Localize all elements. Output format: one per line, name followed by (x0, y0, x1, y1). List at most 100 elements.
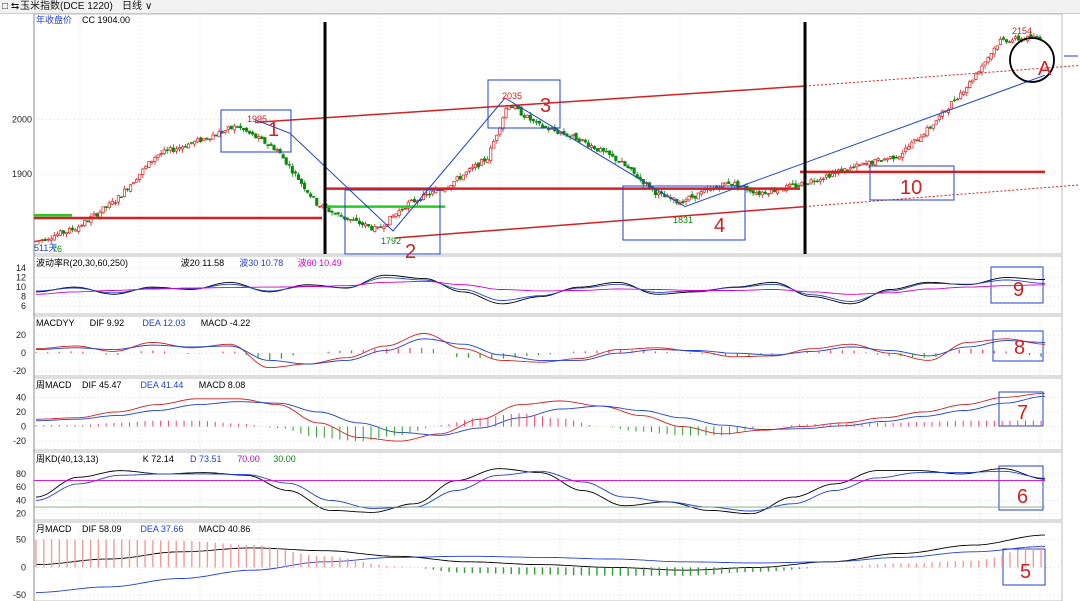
candle (248, 130, 252, 135)
candle (77, 224, 81, 234)
candle (998, 36, 1002, 46)
candle (55, 231, 59, 238)
candle (559, 132, 563, 136)
candle (489, 144, 493, 164)
panel-header-v2: D 73.51 (190, 454, 222, 464)
panel-header-v1: DIF 45.47 (82, 380, 122, 390)
candle (486, 156, 490, 163)
y-tick-label: 20 (16, 330, 26, 340)
candle (586, 139, 590, 149)
candle (391, 213, 395, 218)
candle (211, 131, 215, 140)
candle (797, 182, 801, 188)
candle (80, 223, 84, 228)
candle (888, 156, 893, 160)
wave-box (869, 165, 955, 201)
panel-header-v1: 波20 11.58 (181, 257, 224, 268)
candle (537, 120, 542, 127)
candle (235, 125, 239, 128)
candle (217, 128, 221, 138)
candle (254, 133, 258, 139)
menu-icon[interactable]: □ ⇆ (2, 1, 20, 12)
candle (562, 128, 566, 137)
candle (138, 173, 142, 183)
series-line (36, 338, 1046, 365)
series-line (35, 280, 1045, 295)
candle (901, 149, 905, 162)
panel-frame-p4 (33, 451, 1063, 521)
candle (241, 127, 246, 133)
candle (992, 46, 996, 58)
candle (119, 196, 123, 198)
candle (858, 163, 862, 167)
candle (483, 156, 487, 165)
candle (309, 191, 313, 199)
candle (257, 133, 261, 142)
candle (821, 177, 825, 183)
candle (495, 134, 499, 144)
main-indicator-name: 年收盘价 (36, 14, 72, 25)
candle (681, 198, 685, 204)
candle (382, 224, 386, 232)
candle (919, 133, 923, 142)
candle (74, 228, 78, 232)
series-line (36, 534, 1045, 571)
candle (980, 62, 984, 76)
candle (190, 142, 194, 145)
series-line (36, 392, 1046, 442)
candle (351, 216, 355, 221)
panel-header-v2: DEA 37.66 (140, 524, 183, 534)
candle (873, 158, 877, 167)
candle (632, 167, 636, 176)
panel-header-v2: 波30 10.78 (239, 257, 283, 268)
peak-circle (1009, 37, 1055, 83)
candle (571, 134, 575, 139)
candle (885, 157, 889, 163)
trough-value-label: 76 (52, 244, 62, 254)
panel-header-v3: MACD -4.22 (201, 318, 251, 328)
candle (229, 125, 233, 130)
candle (275, 147, 279, 152)
candle (812, 178, 816, 186)
candle (1014, 34, 1018, 41)
candle (403, 207, 407, 211)
candle (293, 169, 297, 177)
candle (464, 171, 468, 178)
candle (995, 45, 999, 52)
y-tick-label: 20 (16, 407, 26, 417)
period-dropdown-icon[interactable]: ∨ (145, 1, 153, 12)
period-label[interactable]: 日线 (122, 1, 142, 12)
trough-value-label: 1831 (673, 215, 693, 225)
candle (611, 150, 615, 158)
candle (620, 157, 624, 163)
candle (208, 138, 212, 143)
candle (129, 183, 133, 193)
candle (95, 212, 99, 218)
candle (690, 190, 694, 200)
candle (165, 146, 169, 154)
panel-box (998, 391, 1044, 427)
candle (46, 237, 50, 242)
y-tick-label: -20 (13, 366, 26, 376)
candle (199, 136, 203, 144)
candle (281, 152, 285, 159)
candle (956, 97, 960, 101)
peak-value-label: 2154 (1012, 26, 1032, 36)
candle (617, 160, 621, 163)
candle (272, 143, 276, 151)
candle (818, 176, 822, 185)
candle (754, 189, 758, 196)
wave-label: 1 (268, 119, 279, 141)
series-line (35, 470, 1046, 512)
candle (1007, 40, 1012, 43)
candle (269, 142, 273, 146)
panel-header-v3: 70.00 (237, 454, 260, 464)
series-line (35, 274, 1046, 305)
y-tick-label: 50 (16, 535, 26, 545)
candle (339, 212, 343, 217)
range-days-label: 511天 (34, 243, 57, 253)
candle (245, 126, 249, 133)
candle (574, 132, 578, 141)
candle (904, 144, 908, 155)
